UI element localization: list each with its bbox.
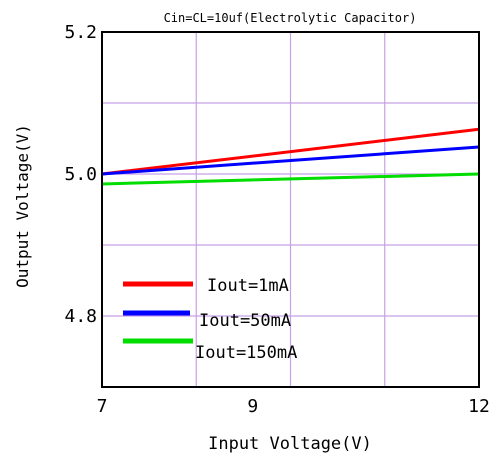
plot-frame: [101, 31, 480, 388]
series-line-1: [101, 127, 480, 176]
y-tick-label: 5.0: [64, 164, 97, 185]
chart-title: Cin=CL=10uf(Electrolytic Capacitor): [164, 11, 417, 25]
x-tick-label: 12: [468, 396, 490, 417]
x-tick-label: 9: [247, 396, 258, 417]
x-axis-label: Input Voltage(V): [208, 434, 372, 454]
y-tick-labels: 5.2 5.0 4.8: [64, 22, 97, 327]
legend-label-1: Iout=1mA: [207, 276, 289, 296]
y-tick-label: 5.2: [64, 22, 97, 43]
legend-label-2: Iout=50mA: [199, 311, 291, 331]
x-tick-labels: 7 9 12: [97, 396, 490, 417]
legend: Iout=1mA Iout=50mA Iout=150mA: [123, 276, 297, 363]
x-tick-label: 7: [97, 396, 108, 417]
series-line-2: [101, 145, 480, 176]
y-tick-label: 4.8: [64, 306, 97, 327]
series-line-3: [101, 172, 480, 186]
legend-label-3: Iout=150mA: [195, 343, 297, 363]
grid-lines: [102, 32, 479, 387]
y-axis-label: Output Voltage(V): [13, 124, 32, 288]
series-lines: [101, 127, 480, 186]
